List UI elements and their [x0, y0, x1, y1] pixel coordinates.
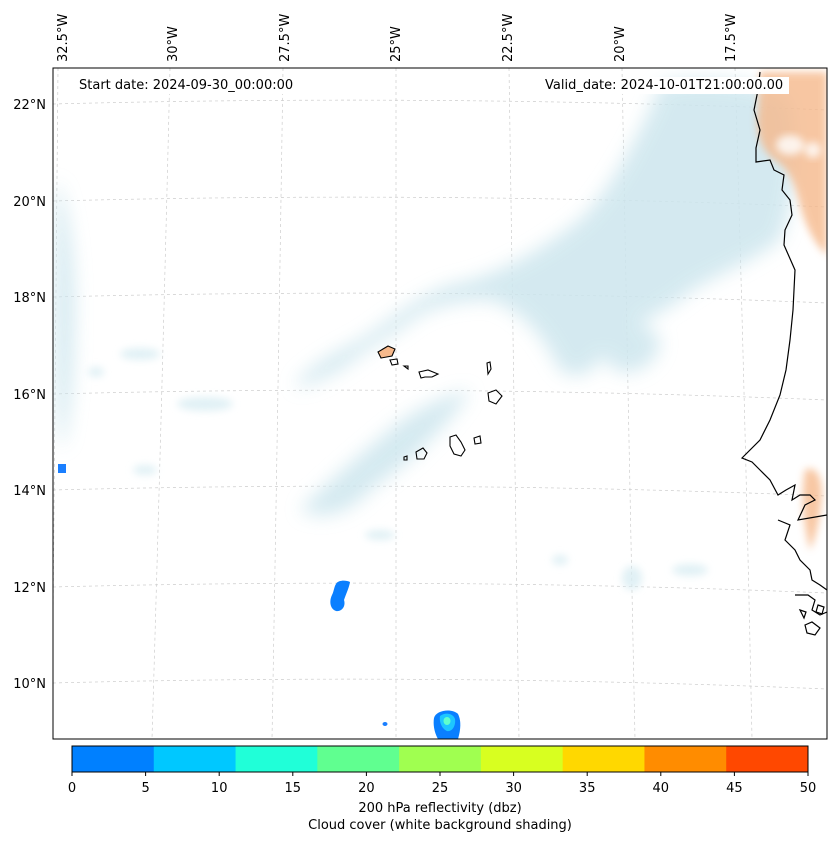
warm-shading: [757, 72, 827, 550]
island-brava: [403, 455, 408, 461]
colorbar-segment: [644, 746, 727, 772]
lat-label: 16°N: [13, 388, 46, 403]
cloud-cover-light: [88, 348, 708, 590]
colorbar-tick-label: 25: [432, 781, 449, 796]
colorbar-subtitle: Cloud cover (white background shading): [308, 818, 572, 833]
island-santo-antao: [377, 345, 396, 359]
colorbar-segment: [726, 746, 809, 772]
island-sao-vicente: [389, 358, 399, 366]
lon-label: 17.5°W: [724, 14, 739, 62]
lon-label: 22.5°W: [501, 14, 516, 62]
lon-label: 32.5°W: [56, 14, 71, 62]
lon-gridlines: [53, 68, 753, 739]
colorbar-segment: [562, 746, 645, 772]
lat-label: 22°N: [13, 98, 46, 113]
reflectivity-cell-south-core: [443, 717, 451, 725]
map-frame: [52, 67, 828, 740]
lon-label: 25°W: [389, 26, 404, 62]
lat-labels: 22°N 20°N 18°N 16°N 14°N 12°N 10°N: [13, 98, 46, 692]
lat-label: 12°N: [13, 581, 46, 596]
colorbar-segment: [153, 746, 237, 772]
colorbar-tick-label: 20: [358, 781, 375, 796]
reflectivity-cell-12n: [330, 580, 350, 612]
cloud-cover: [55, 80, 796, 516]
island-maio: [473, 435, 482, 445]
colorbar-tick-label: 10: [211, 781, 228, 796]
lon-labels: 32.5°W 30°W 27.5°W 25°W 22.5°W 20°W 17.5…: [56, 14, 739, 62]
reflectivity-cell-west: [58, 464, 66, 473]
map-content: [53, 68, 827, 739]
lon-label: 30°W: [166, 26, 181, 62]
colorbar-tick-label: 5: [141, 781, 149, 796]
colorbar-segment: [72, 746, 155, 772]
island-fogo: [415, 447, 428, 460]
reflectivity-cell-small: [382, 722, 388, 726]
colorbar-tick-label: 45: [726, 781, 743, 796]
lon-label: 27.5°W: [278, 14, 293, 62]
lat-label: 18°N: [13, 291, 46, 306]
lat-label: 20°N: [13, 195, 46, 210]
island-sao-nicolau: [418, 369, 440, 379]
colorbar: 0 5 10 15 20 25 30 35 40 45 50: [68, 745, 817, 796]
colorbar-segment: [317, 746, 400, 772]
lon-label: 20°W: [613, 26, 628, 62]
colorbar-segment: [480, 746, 564, 772]
island-sal: [486, 361, 492, 376]
africa-coastline: [740, 71, 827, 636]
island-boa-vista: [487, 389, 503, 405]
island-santa-luzia: [402, 365, 409, 371]
colorbar-tick-label: 30: [505, 781, 522, 796]
warm-highlight: [776, 135, 821, 158]
colorbar-segment: [399, 746, 482, 772]
colorbar-title: 200 hPa reflectivity (dbz): [358, 801, 522, 816]
colorbar-tick-label: 35: [579, 781, 596, 796]
island-santiago: [449, 434, 466, 457]
lat-label: 14°N: [13, 484, 46, 499]
cape-verde-islands: [377, 345, 503, 461]
colorbar-tick-label: 0: [68, 781, 76, 796]
start-date-label: Start date: 2024-09-30_00:00:00: [73, 77, 300, 94]
colorbar-tick-label: 40: [653, 781, 670, 796]
lat-gridlines: [53, 99, 827, 690]
colorbar-tick-label: 50: [800, 781, 817, 796]
lat-label: 10°N: [13, 677, 46, 692]
colorbar-segment: [235, 746, 318, 772]
valid-date-label: Valid_date: 2024-10-01T21:00:00.00: [539, 77, 790, 94]
colorbar-tick-label: 15: [285, 781, 302, 796]
